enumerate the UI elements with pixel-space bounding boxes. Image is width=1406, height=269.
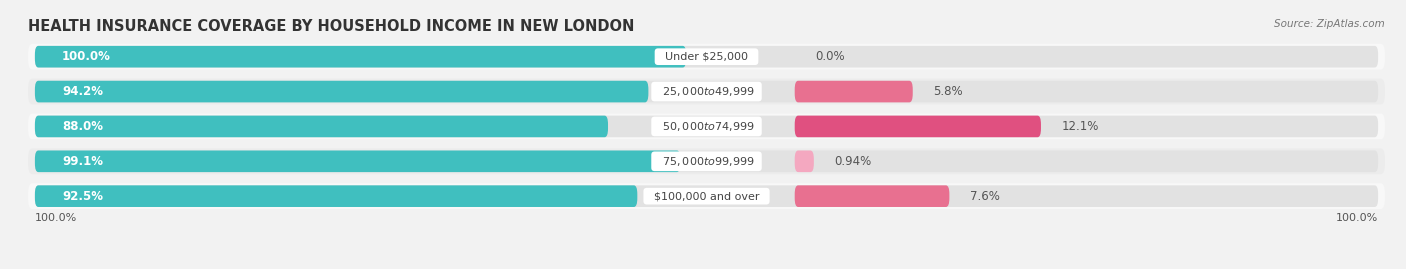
FancyBboxPatch shape bbox=[35, 150, 1378, 172]
FancyBboxPatch shape bbox=[794, 150, 814, 172]
Text: Source: ZipAtlas.com: Source: ZipAtlas.com bbox=[1274, 19, 1385, 29]
FancyBboxPatch shape bbox=[35, 81, 648, 102]
Text: Under $25,000: Under $25,000 bbox=[658, 52, 755, 62]
FancyBboxPatch shape bbox=[35, 116, 1378, 137]
FancyBboxPatch shape bbox=[28, 114, 1385, 139]
Text: 94.2%: 94.2% bbox=[62, 85, 103, 98]
FancyBboxPatch shape bbox=[35, 46, 1378, 68]
FancyBboxPatch shape bbox=[35, 185, 637, 207]
FancyBboxPatch shape bbox=[35, 81, 1378, 102]
Text: 5.8%: 5.8% bbox=[934, 85, 963, 98]
FancyBboxPatch shape bbox=[28, 183, 1385, 209]
Text: $25,000 to $49,999: $25,000 to $49,999 bbox=[655, 85, 758, 98]
FancyBboxPatch shape bbox=[35, 46, 686, 68]
FancyBboxPatch shape bbox=[35, 185, 1378, 207]
Text: 12.1%: 12.1% bbox=[1062, 120, 1098, 133]
FancyBboxPatch shape bbox=[35, 150, 681, 172]
Text: $75,000 to $99,999: $75,000 to $99,999 bbox=[655, 155, 758, 168]
Text: 100.0%: 100.0% bbox=[35, 213, 77, 223]
Text: $50,000 to $74,999: $50,000 to $74,999 bbox=[655, 120, 758, 133]
Text: HEALTH INSURANCE COVERAGE BY HOUSEHOLD INCOME IN NEW LONDON: HEALTH INSURANCE COVERAGE BY HOUSEHOLD I… bbox=[28, 19, 634, 34]
Text: 7.6%: 7.6% bbox=[970, 190, 1000, 203]
FancyBboxPatch shape bbox=[794, 185, 949, 207]
Text: 92.5%: 92.5% bbox=[62, 190, 103, 203]
FancyBboxPatch shape bbox=[794, 81, 912, 102]
FancyBboxPatch shape bbox=[28, 44, 1385, 70]
Text: $100,000 and over: $100,000 and over bbox=[647, 191, 766, 201]
FancyBboxPatch shape bbox=[28, 148, 1385, 174]
FancyBboxPatch shape bbox=[28, 79, 1385, 104]
FancyBboxPatch shape bbox=[794, 116, 1040, 137]
Text: 100.0%: 100.0% bbox=[62, 50, 111, 63]
Text: 0.94%: 0.94% bbox=[834, 155, 872, 168]
Text: 100.0%: 100.0% bbox=[1336, 213, 1378, 223]
FancyBboxPatch shape bbox=[35, 116, 607, 137]
Text: 99.1%: 99.1% bbox=[62, 155, 103, 168]
Text: 0.0%: 0.0% bbox=[815, 50, 845, 63]
Text: 88.0%: 88.0% bbox=[62, 120, 103, 133]
